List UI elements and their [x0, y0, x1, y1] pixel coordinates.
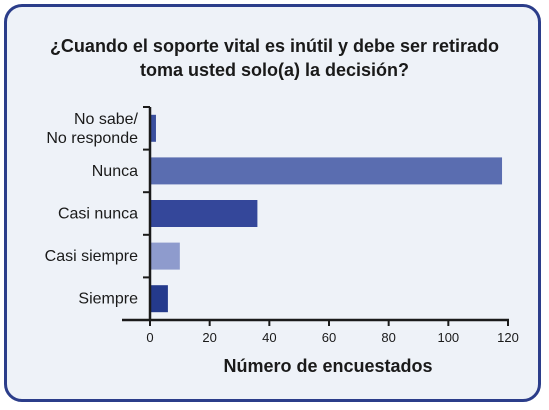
chart-title-line-2: toma usted solo(a) la decisión?	[139, 60, 410, 80]
bar	[150, 242, 180, 270]
bar	[150, 114, 156, 142]
x-tick-label: 120	[497, 330, 519, 345]
bars-group	[150, 114, 503, 313]
chart-title-line-1: ¿Cuando el soporte vital es inútil y deb…	[49, 36, 500, 56]
axes-group	[122, 107, 509, 322]
chart-frame	[4, 4, 541, 402]
category-label: No responde	[46, 130, 138, 147]
bar	[150, 200, 258, 227]
category-label: Nunca	[92, 163, 138, 180]
bar	[150, 285, 168, 313]
x-tick-label: 60	[322, 330, 336, 345]
category-label: Casi siempre	[45, 248, 138, 265]
x-axis-label: Número de encuestados	[223, 356, 432, 376]
category-label: No sabe/	[74, 111, 139, 128]
category-label: Siempre	[78, 291, 138, 308]
x-tick-label: 20	[202, 330, 216, 345]
x-tick-label: 40	[262, 330, 276, 345]
x-tick-label: 100	[437, 330, 459, 345]
x-tick-label: 80	[381, 330, 395, 345]
bar	[150, 157, 503, 185]
x-tick-label: 0	[146, 330, 153, 345]
chart-title: ¿Cuando el soporte vital es inútil y deb…	[10, 34, 539, 82]
category-label: Casi nunca	[58, 206, 138, 223]
x-ticks: 0 20 40 60 80 100 120	[146, 320, 519, 345]
category-labels: No sabe/No responde Nunca Casi nunca Casi s…	[45, 106, 150, 308]
